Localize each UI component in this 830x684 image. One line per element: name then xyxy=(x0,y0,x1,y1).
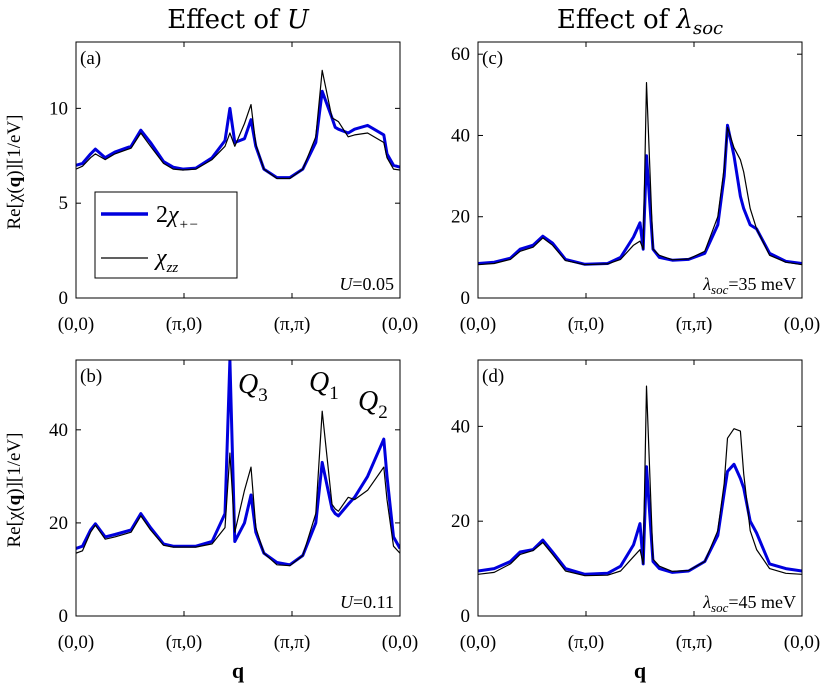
x-tick-label: (π,π) xyxy=(274,314,311,335)
peak-label-q3: Q3 xyxy=(238,369,268,406)
panel-label: (b) xyxy=(80,366,102,387)
x-tick-label: (π,π) xyxy=(274,632,311,653)
x-tick-label: (π,0) xyxy=(568,632,605,653)
legend: 2χ+− χzz xyxy=(94,191,238,279)
panel-label: (c) xyxy=(482,48,503,69)
y-tick-label: 40 xyxy=(451,416,470,437)
x-tick-label: (0,0) xyxy=(784,632,820,653)
panel-label: (d) xyxy=(482,366,504,387)
legend-box xyxy=(94,191,238,279)
chart-panel-b: 0 20 40 (0,0) (π,0) (π,π) (0,0) (b) U=0.11 xyxy=(49,359,418,653)
column-title-left: Effect of U xyxy=(167,5,310,35)
chart-panel-d: 0 20 40 (0,0) (π,0) (π,π) (0,0) (d) λsoc=45 meV xyxy=(451,359,820,653)
y-tick-label: 40 xyxy=(49,420,68,441)
y-tick-label: 60 xyxy=(451,44,470,65)
y-tick-label: 20 xyxy=(49,513,68,534)
axes-frame xyxy=(75,359,401,617)
axes-frame xyxy=(75,41,401,299)
xlabel-left: q xyxy=(232,658,245,683)
axes-frame xyxy=(477,41,803,299)
x-tick-label: (0,0) xyxy=(382,314,418,335)
x-tick-label: (π,0) xyxy=(166,632,203,653)
y-tick-label: 0 xyxy=(59,606,69,627)
y-tick-label: 0 xyxy=(461,606,471,627)
legend-label-chi-pm: 2χ+− xyxy=(156,202,199,233)
column-title-right: Effect of λsoc xyxy=(557,5,723,39)
ylabel-bottom: Re[χ(q)][1/eV] xyxy=(4,432,25,547)
y-tick-label: 0 xyxy=(461,288,471,309)
chart-panel-a: 0 5 10 (0,0) (π,0) (π,π) (0,0) (a) U=0.05 xyxy=(49,41,418,335)
x-tick-label: (0,0) xyxy=(382,632,418,653)
axes-frame xyxy=(477,359,803,617)
peak-label-q2: Q2 xyxy=(358,386,388,423)
series-line-chi-pm xyxy=(478,462,802,576)
xlabel-right: q xyxy=(634,658,647,683)
series-line-chi-zz xyxy=(76,69,400,180)
y-tick-label: 0 xyxy=(59,288,69,309)
x-tick-label: (0,0) xyxy=(784,314,820,335)
param-annotation: λsoc=35 meV xyxy=(702,274,796,297)
x-tick-label: (π,π) xyxy=(676,632,713,653)
series-line-chi-pm xyxy=(76,360,400,567)
ylabel-top: Re[χ(q)][1/eV] xyxy=(4,114,25,229)
y-tick-label: 20 xyxy=(451,511,470,532)
x-tick-label: (π,π) xyxy=(676,314,713,335)
series-line-chi-zz xyxy=(478,385,802,577)
series-line-chi-zz xyxy=(478,81,802,266)
chart-panel-c: 0 20 40 60 (0,0) (π,0) (π,π) (0,0) (c) λsoc=35 me… xyxy=(451,41,820,335)
series-line-chi-pm xyxy=(478,123,802,266)
x-tick-label: (0,0) xyxy=(460,314,496,335)
panel-label: (a) xyxy=(80,48,101,69)
x-tick-label: (π,0) xyxy=(166,314,203,335)
y-tick-label: 40 xyxy=(451,125,470,146)
series-line-chi-pm xyxy=(76,89,400,180)
peak-label-q1: Q1 xyxy=(309,367,339,404)
param-annotation: λsoc=45 meV xyxy=(702,592,796,615)
panels: 0 5 10 (0,0) (π,0) (π,π) (0,0) (a) U=0.05 0 20 40 (0… xyxy=(49,41,820,653)
x-tick-label: (0,0) xyxy=(58,314,94,335)
y-tick-label: 10 xyxy=(49,98,68,119)
y-tick-label: 20 xyxy=(451,207,470,228)
param-annotation: U=0.05 xyxy=(339,274,394,294)
series-line-chi-zz xyxy=(76,410,400,567)
param-annotation: U=0.11 xyxy=(340,592,394,612)
y-tick-label: 5 xyxy=(59,193,69,214)
x-tick-label: (0,0) xyxy=(58,632,94,653)
x-tick-label: (0,0) xyxy=(460,632,496,653)
x-tick-label: (π,0) xyxy=(568,314,605,335)
